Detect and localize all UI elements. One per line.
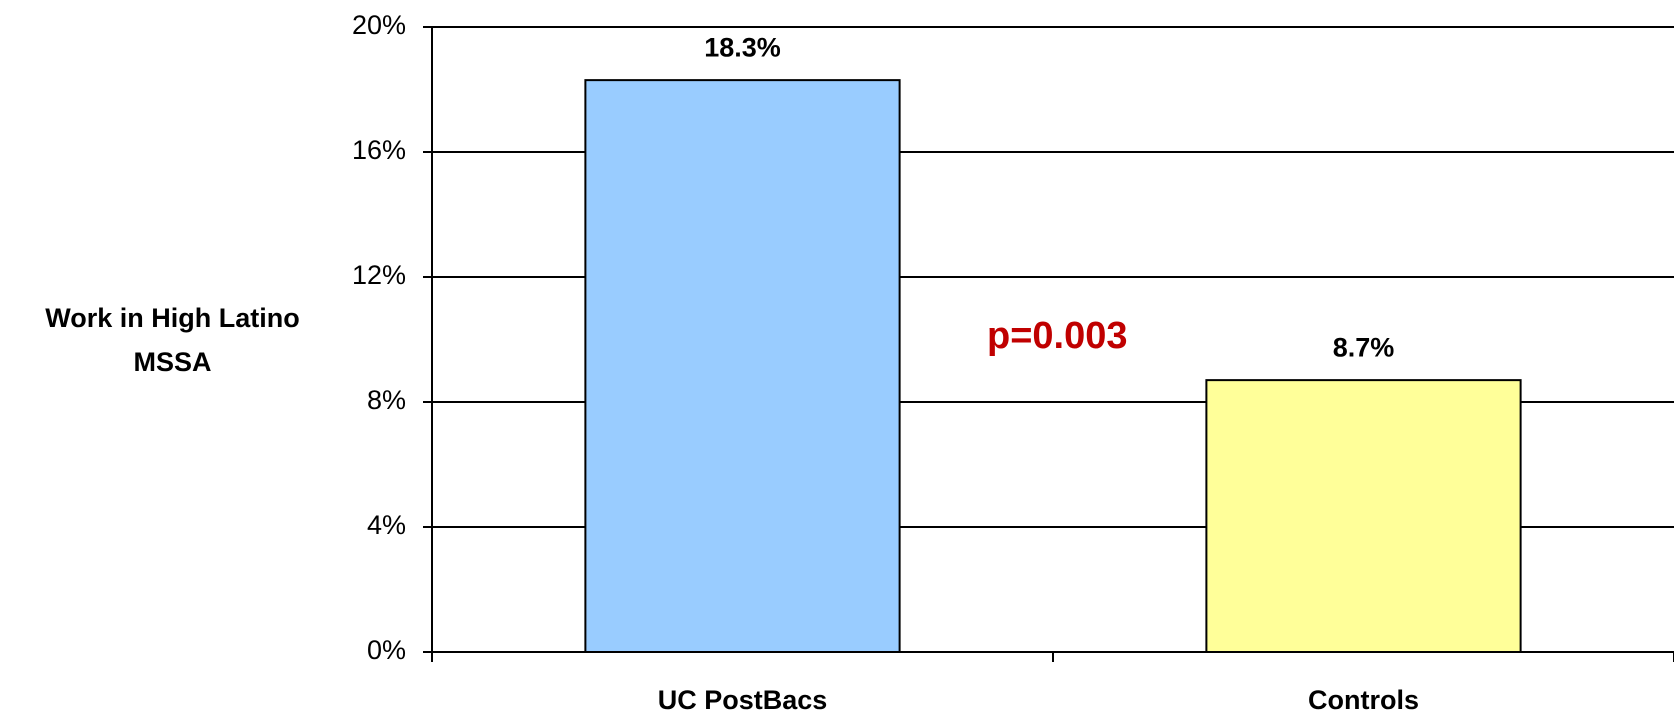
y-tick-label: 20% xyxy=(352,10,406,40)
x-tick-label: Controls xyxy=(1308,685,1419,715)
bar xyxy=(584,79,901,653)
bar xyxy=(1205,379,1522,653)
annotation: p=0.003 xyxy=(987,315,1128,357)
y-tick-label: 4% xyxy=(367,510,406,540)
y-tick-label: 0% xyxy=(367,635,406,665)
y-tick-label: 16% xyxy=(352,135,406,165)
value-label: 18.3% xyxy=(704,32,781,62)
x-tick-label: UC PostBacs xyxy=(658,685,828,715)
y-tick-label: 8% xyxy=(367,385,406,415)
y-axis-label: Work in High Latino MSSA xyxy=(45,303,300,377)
y-tick-label: 12% xyxy=(352,260,406,290)
value-label: 8.7% xyxy=(1333,332,1395,362)
